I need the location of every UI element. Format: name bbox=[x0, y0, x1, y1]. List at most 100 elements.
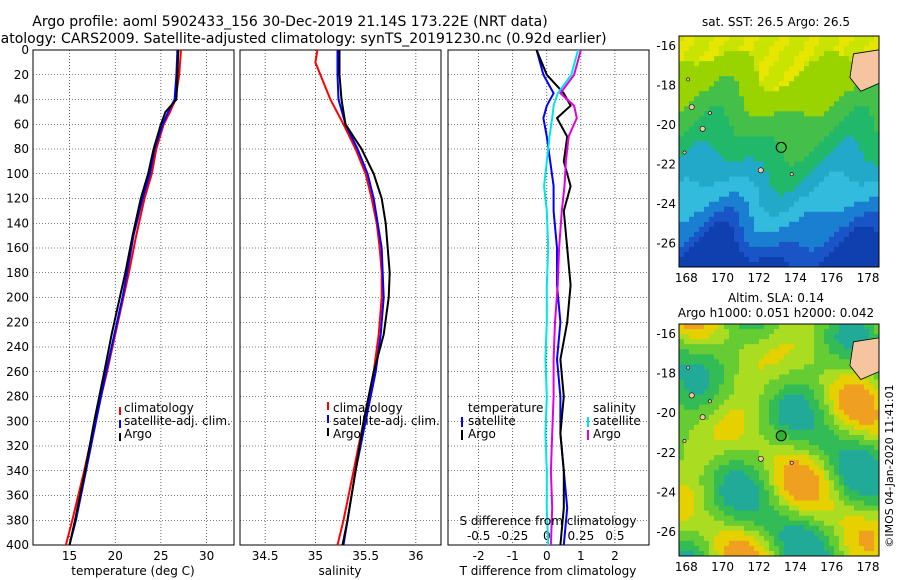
heat-cell bbox=[739, 404, 745, 411]
heat-cell bbox=[849, 116, 855, 122]
heat-cell bbox=[719, 136, 725, 143]
heat-cell bbox=[769, 475, 775, 481]
s-difference-xlabel: S difference from climatology bbox=[460, 514, 637, 528]
heat-cell bbox=[834, 450, 840, 456]
heat-cell bbox=[869, 201, 875, 208]
heat-cell bbox=[734, 146, 740, 153]
heat-cell bbox=[714, 156, 720, 163]
heat-cell bbox=[804, 71, 810, 77]
x-tick-0: 0 bbox=[543, 549, 551, 563]
heat-cell bbox=[724, 414, 730, 421]
heat-cell bbox=[709, 251, 715, 258]
heat-cell bbox=[779, 394, 785, 401]
heat-cell bbox=[689, 525, 695, 532]
heat-cell bbox=[689, 475, 695, 481]
heat-cell bbox=[719, 419, 725, 426]
difference-gridlines bbox=[448, 49, 649, 546]
heat-cell bbox=[689, 256, 695, 263]
heat-cell bbox=[689, 36, 695, 42]
heat-cell bbox=[754, 141, 760, 148]
heat-cell bbox=[849, 329, 855, 335]
heat-cell bbox=[864, 379, 870, 386]
heat-cell bbox=[694, 136, 700, 143]
heat-cell bbox=[829, 101, 835, 107]
heat-cell bbox=[744, 389, 750, 396]
heat-cell bbox=[759, 384, 765, 391]
heat-cell bbox=[769, 329, 775, 335]
heat-cell bbox=[689, 111, 695, 117]
heat-cell bbox=[774, 510, 780, 517]
heat-cell bbox=[844, 545, 850, 552]
heat-cell bbox=[809, 344, 815, 350]
heat-cell bbox=[699, 329, 705, 335]
heat-cell bbox=[754, 344, 760, 350]
heat-cell bbox=[809, 394, 815, 401]
heat-cell bbox=[849, 81, 855, 87]
heat-cell bbox=[729, 470, 735, 476]
heat-cell bbox=[774, 241, 780, 248]
heat-cell bbox=[809, 56, 815, 62]
heat-cell bbox=[754, 161, 760, 168]
heat-cell bbox=[739, 71, 745, 77]
heat-cell bbox=[719, 429, 725, 436]
sst-heatmap-cells bbox=[679, 36, 879, 267]
heat-cell bbox=[799, 409, 805, 416]
heat-cell bbox=[819, 156, 825, 163]
heat-cell bbox=[824, 359, 830, 365]
heat-cell bbox=[809, 156, 815, 163]
heat-cell bbox=[724, 470, 730, 476]
heat-cell bbox=[739, 334, 745, 340]
heat-cell bbox=[834, 121, 840, 127]
heat-cell bbox=[864, 126, 870, 133]
heat-cell bbox=[874, 404, 879, 411]
heat-cell bbox=[699, 515, 705, 522]
heat-cell bbox=[799, 505, 805, 512]
heat-cell bbox=[749, 344, 755, 350]
heat-cell bbox=[719, 61, 725, 67]
heat-cell bbox=[754, 51, 760, 57]
heat-cell bbox=[764, 211, 770, 218]
heat-cell bbox=[804, 151, 810, 158]
heat-cell bbox=[699, 364, 705, 370]
heat-cell bbox=[734, 161, 740, 168]
heat-cell bbox=[839, 111, 845, 117]
heat-cell bbox=[799, 374, 805, 381]
heat-cell bbox=[809, 324, 815, 330]
heat-cell bbox=[834, 374, 840, 381]
heat-cell bbox=[874, 445, 879, 451]
heat-cell bbox=[709, 41, 715, 47]
heat-cell bbox=[779, 256, 785, 263]
heat-cell bbox=[764, 440, 770, 446]
heat-cell bbox=[714, 111, 720, 117]
heat-cell bbox=[814, 96, 820, 102]
heat-cell bbox=[769, 121, 775, 127]
heat-cell bbox=[694, 379, 700, 386]
heat-cell bbox=[744, 186, 750, 193]
heat-cell bbox=[684, 96, 690, 102]
heat-cell bbox=[729, 475, 735, 481]
heat-cell bbox=[789, 46, 795, 52]
heat-cell bbox=[734, 374, 740, 381]
heat-cell bbox=[799, 354, 805, 360]
heat-cell bbox=[694, 36, 700, 42]
heat-cell bbox=[814, 81, 820, 87]
heat-cell bbox=[744, 429, 750, 436]
heat-cell bbox=[869, 434, 875, 441]
heat-cell bbox=[704, 515, 710, 522]
heat-cell bbox=[739, 389, 745, 396]
heat-cell bbox=[709, 495, 715, 502]
heat-cell bbox=[719, 510, 725, 517]
heat-cell bbox=[789, 56, 795, 62]
heat-cell bbox=[744, 394, 750, 401]
heat-cell bbox=[744, 251, 750, 258]
heat-cell bbox=[719, 495, 725, 502]
heat-cell bbox=[694, 261, 700, 267]
heat-cell bbox=[809, 141, 815, 148]
heat-cell bbox=[749, 434, 755, 441]
heat-cell bbox=[689, 359, 695, 365]
heat-cell bbox=[809, 440, 815, 446]
heat-cell bbox=[694, 404, 700, 411]
heat-cell bbox=[724, 106, 730, 112]
heat-cell bbox=[774, 256, 780, 263]
heat-cell bbox=[784, 334, 790, 340]
